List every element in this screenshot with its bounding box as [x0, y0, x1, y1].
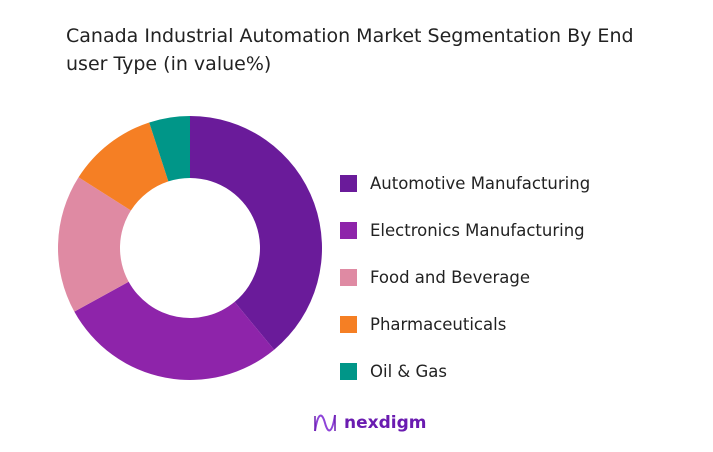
slice-electronics-manufacturing — [74, 281, 275, 381]
legend-item: Oil & Gas — [340, 348, 590, 395]
legend-label: Food and Beverage — [370, 268, 531, 287]
legend-swatch — [340, 316, 357, 333]
legend-label: Pharmaceuticals — [370, 315, 507, 334]
legend-swatch — [340, 269, 357, 286]
legend-item: Food and Beverage — [340, 254, 590, 301]
legend-swatch — [340, 222, 357, 239]
legend-label: Electronics Manufacturing — [370, 221, 585, 240]
slice-food-and-beverage — [58, 177, 131, 312]
nexdigm-logo-icon — [314, 414, 336, 432]
legend-item: Automotive Manufacturing — [340, 160, 590, 207]
legend: Automotive Manufacturing Electronics Manu… — [340, 160, 590, 395]
chart-title: Canada Industrial Automation Market Segm… — [66, 25, 634, 75]
brand-logo: nexdigm — [312, 412, 426, 434]
legend-swatch — [340, 175, 357, 192]
slice-pharmaceuticals — [78, 122, 169, 211]
slice-automotive-manufacturing — [190, 116, 322, 350]
legend-label: Automotive Manufacturing — [370, 174, 591, 193]
brand-name: nexdigm — [344, 413, 427, 433]
legend-label: Oil & Gas — [370, 362, 448, 381]
slice-oil-gas — [149, 116, 190, 182]
legend-item: Pharmaceuticals — [340, 301, 590, 348]
legend-swatch — [340, 363, 357, 380]
legend-item: Electronics Manufacturing — [340, 207, 590, 254]
